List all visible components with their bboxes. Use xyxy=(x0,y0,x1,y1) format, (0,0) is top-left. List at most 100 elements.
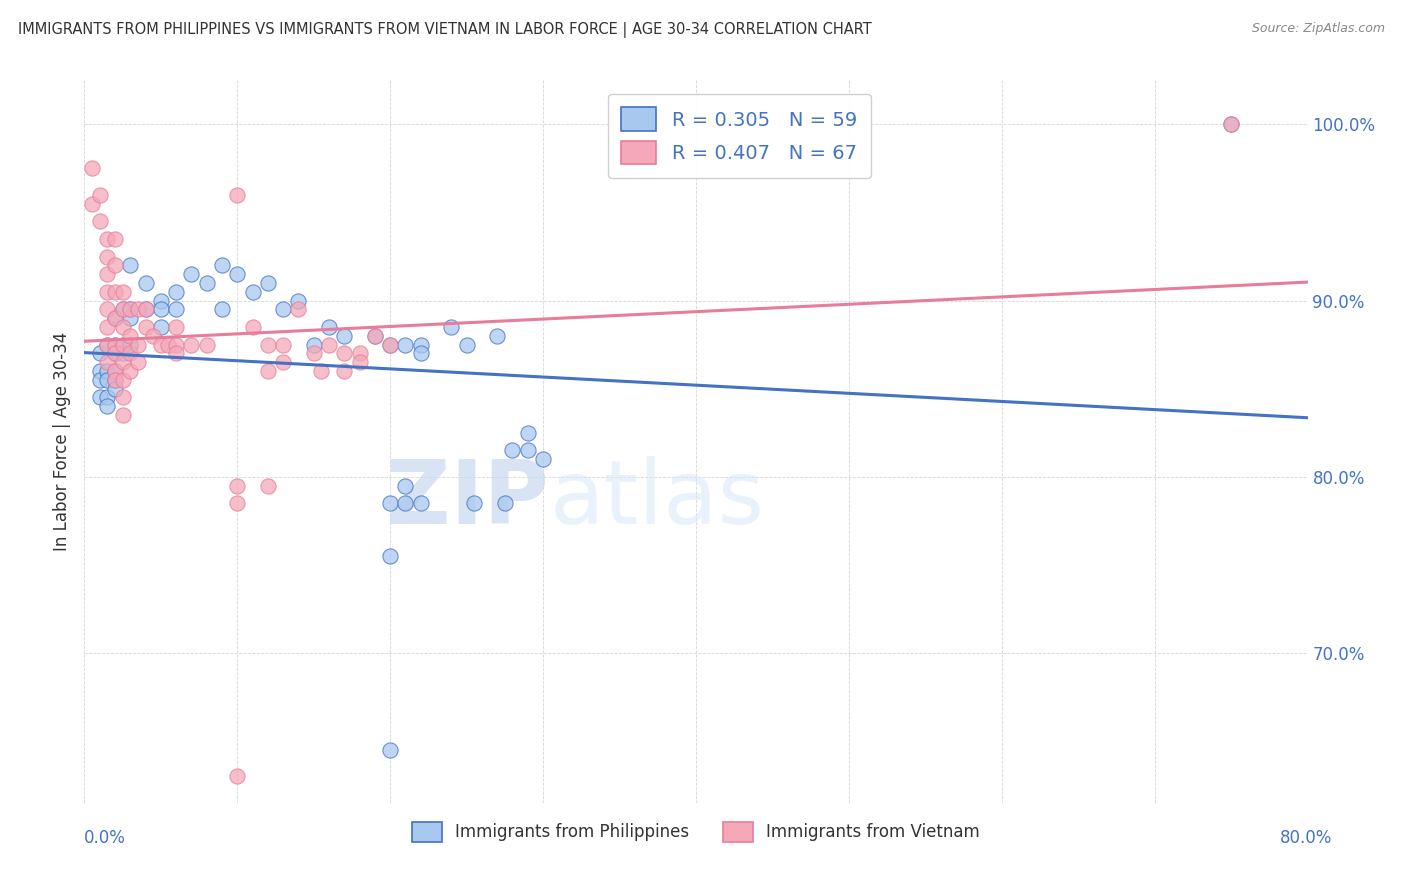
Point xyxy=(89,187,111,202)
Point xyxy=(195,276,218,290)
Point xyxy=(180,337,202,351)
Point xyxy=(120,302,142,317)
Point xyxy=(287,293,309,308)
Point xyxy=(89,373,111,387)
Point xyxy=(149,302,172,317)
Point xyxy=(409,496,432,510)
Text: 0.0%: 0.0% xyxy=(84,829,127,847)
Point xyxy=(96,373,118,387)
Text: IMMIGRANTS FROM PHILIPPINES VS IMMIGRANTS FROM VIETNAM IN LABOR FORCE | AGE 30-3: IMMIGRANTS FROM PHILIPPINES VS IMMIGRANT… xyxy=(18,22,872,38)
Point xyxy=(226,267,249,281)
Point xyxy=(165,337,187,351)
Point xyxy=(257,478,280,492)
Point xyxy=(302,346,325,360)
Point xyxy=(104,311,127,326)
Point xyxy=(302,337,325,351)
Point xyxy=(120,337,142,351)
Point xyxy=(394,496,416,510)
Point xyxy=(96,337,118,351)
Point xyxy=(494,496,516,510)
Point xyxy=(96,364,118,378)
Point xyxy=(104,373,127,387)
Point xyxy=(409,346,432,360)
Point xyxy=(96,250,118,264)
Point xyxy=(409,337,432,351)
Point xyxy=(111,346,134,360)
Point xyxy=(89,364,111,378)
Point xyxy=(120,328,142,343)
Point xyxy=(311,364,333,378)
Point xyxy=(96,320,118,334)
Point xyxy=(463,496,485,510)
Point xyxy=(104,285,127,299)
Point xyxy=(380,337,402,351)
Text: Source: ZipAtlas.com: Source: ZipAtlas.com xyxy=(1251,22,1385,36)
Point xyxy=(242,320,264,334)
Point xyxy=(111,302,134,317)
Point xyxy=(226,478,249,492)
Point xyxy=(127,302,149,317)
Point xyxy=(486,328,509,343)
Point xyxy=(380,549,402,563)
Point xyxy=(104,346,127,360)
Point xyxy=(89,391,111,405)
Point xyxy=(96,302,118,317)
Point xyxy=(111,337,134,351)
Point xyxy=(531,452,554,467)
Point xyxy=(364,328,387,343)
Point xyxy=(120,258,142,272)
Point xyxy=(104,373,127,387)
Point xyxy=(89,214,111,228)
Point xyxy=(165,302,187,317)
Point xyxy=(127,355,149,369)
Point xyxy=(257,337,280,351)
Point xyxy=(104,337,127,351)
Point xyxy=(165,346,187,360)
Point xyxy=(1220,117,1243,131)
Point xyxy=(333,346,356,360)
Y-axis label: In Labor Force | Age 30-34: In Labor Force | Age 30-34 xyxy=(53,332,72,551)
Point xyxy=(165,320,187,334)
Text: atlas: atlas xyxy=(550,456,765,543)
Point xyxy=(502,443,524,458)
Point xyxy=(104,346,127,360)
Point xyxy=(364,328,387,343)
Point xyxy=(226,187,249,202)
Point xyxy=(1220,117,1243,131)
Point xyxy=(104,382,127,396)
Point xyxy=(211,258,233,272)
Point xyxy=(349,355,371,369)
Point xyxy=(135,276,157,290)
Point xyxy=(287,302,309,317)
Point xyxy=(120,346,142,360)
Point xyxy=(380,496,402,510)
Point xyxy=(80,196,103,211)
Point xyxy=(89,346,111,360)
Point xyxy=(104,364,127,378)
Point xyxy=(380,743,402,757)
Point xyxy=(394,478,416,492)
Point xyxy=(96,337,118,351)
Text: 80.0%: 80.0% xyxy=(1279,829,1331,847)
Point xyxy=(456,337,478,351)
Point xyxy=(96,355,118,369)
Point xyxy=(318,320,340,334)
Point xyxy=(111,373,134,387)
Point xyxy=(333,328,356,343)
Point xyxy=(271,302,294,317)
Point xyxy=(96,267,118,281)
Point xyxy=(104,258,127,272)
Point xyxy=(149,337,172,351)
Point xyxy=(104,311,127,326)
Point xyxy=(195,337,218,351)
Point xyxy=(333,364,356,378)
Point xyxy=(80,161,103,176)
Point xyxy=(149,293,172,308)
Point xyxy=(440,320,463,334)
Point xyxy=(271,337,294,351)
Point xyxy=(104,232,127,246)
Point xyxy=(111,408,134,422)
Point xyxy=(380,337,402,351)
Point xyxy=(157,337,180,351)
Legend: Immigrants from Philippines, Immigrants from Vietnam: Immigrants from Philippines, Immigrants … xyxy=(405,815,987,848)
